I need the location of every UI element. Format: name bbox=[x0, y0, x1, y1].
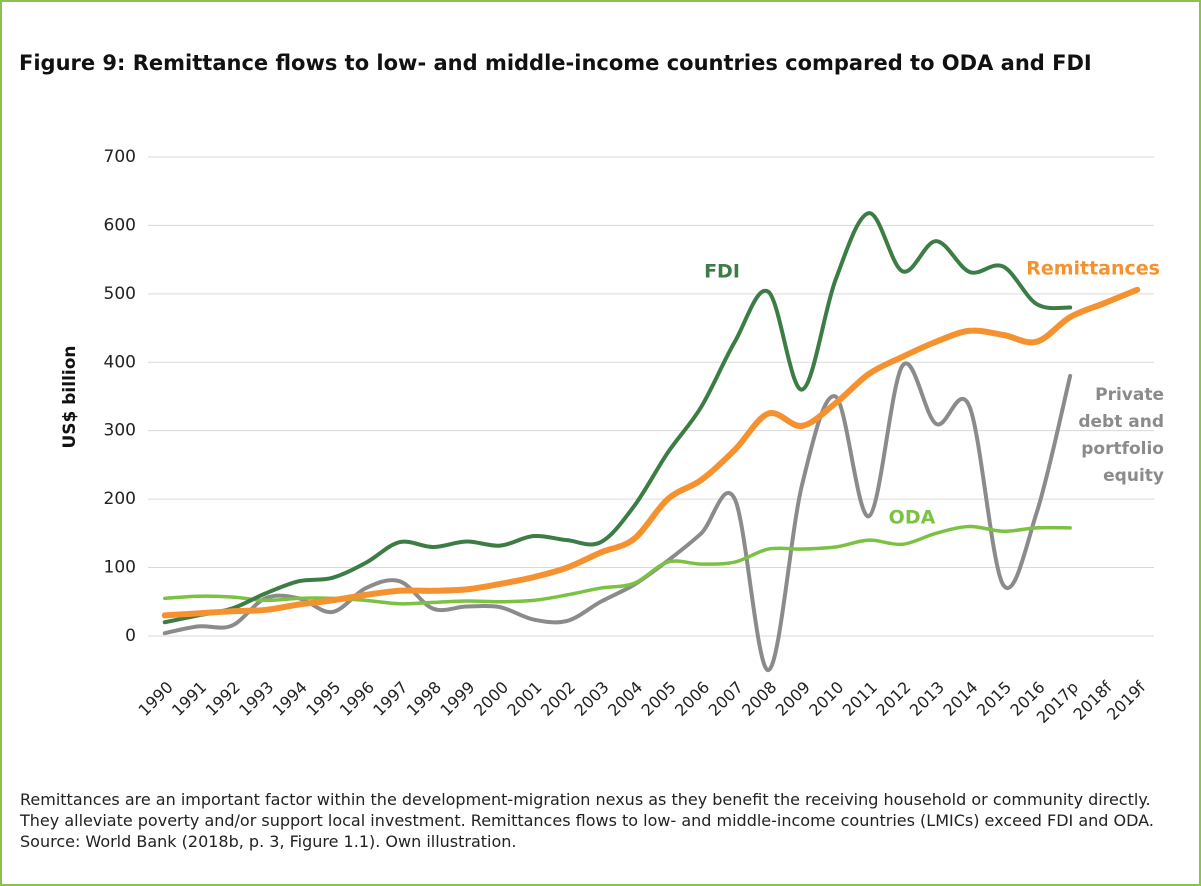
x-tick-label: 2003 bbox=[570, 678, 612, 720]
x-tick-label: 2011 bbox=[839, 678, 881, 720]
x-tick-label: 2013 bbox=[906, 678, 948, 720]
y-tick-label: 300 bbox=[104, 421, 136, 441]
x-tick-label: 1991 bbox=[168, 678, 210, 720]
chart-title: Figure 9: Remittance flows to low- and m… bbox=[19, 51, 1092, 75]
y-tick-label: 100 bbox=[104, 558, 136, 578]
x-tick-label: 2004 bbox=[604, 678, 646, 720]
x-tick-label: 1992 bbox=[202, 678, 244, 720]
x-tick-label: 2001 bbox=[503, 678, 545, 720]
y-tick-label: 400 bbox=[104, 352, 136, 372]
x-tick-label: 2012 bbox=[872, 678, 914, 720]
series-label: Private debt and portfolio equity bbox=[1078, 385, 1164, 486]
x-tick-label: 1998 bbox=[403, 678, 445, 720]
x-tick-label: 2019f bbox=[1103, 677, 1149, 723]
x-tick-label: 1993 bbox=[235, 678, 277, 720]
x-tick-label: 1999 bbox=[436, 678, 478, 720]
x-tick-label: 1996 bbox=[336, 678, 378, 720]
x-tick-label: 1997 bbox=[369, 678, 411, 720]
x-tick-label: 2006 bbox=[671, 678, 713, 720]
x-tick-label: 1994 bbox=[269, 678, 311, 720]
y-tick-label: 500 bbox=[104, 284, 136, 304]
series-line bbox=[162, 361, 1073, 673]
series-label: ODA bbox=[889, 507, 936, 529]
series-line bbox=[161, 286, 1141, 619]
x-tick-label: 2008 bbox=[738, 678, 780, 720]
caption: Remittances are an important factor with… bbox=[20, 790, 1154, 851]
series-label: FDI bbox=[704, 261, 740, 283]
x-tick-label: 2007 bbox=[705, 678, 747, 720]
x-tick-label: 1995 bbox=[302, 678, 344, 720]
x-tick-label: 2000 bbox=[470, 678, 512, 720]
x-tick-label: 2015 bbox=[973, 678, 1015, 720]
y-tick-label: 200 bbox=[104, 489, 136, 509]
series-line bbox=[163, 524, 1072, 606]
y-tick-label: 0 bbox=[125, 626, 136, 646]
series-label: Remittances bbox=[1026, 258, 1160, 280]
y-tick-label: 600 bbox=[104, 215, 136, 235]
x-tick-label: 2005 bbox=[638, 678, 680, 720]
y-axis-label: US$ billion bbox=[60, 345, 80, 448]
x-tick-label: 2009 bbox=[772, 678, 814, 720]
x-tick-label: 2002 bbox=[537, 678, 579, 720]
x-tick-label: 1990 bbox=[135, 678, 177, 720]
x-tick-label: 2014 bbox=[939, 678, 981, 720]
x-tick-label: 2010 bbox=[805, 678, 847, 720]
series-line bbox=[162, 211, 1073, 625]
y-tick-label: 700 bbox=[104, 147, 136, 167]
